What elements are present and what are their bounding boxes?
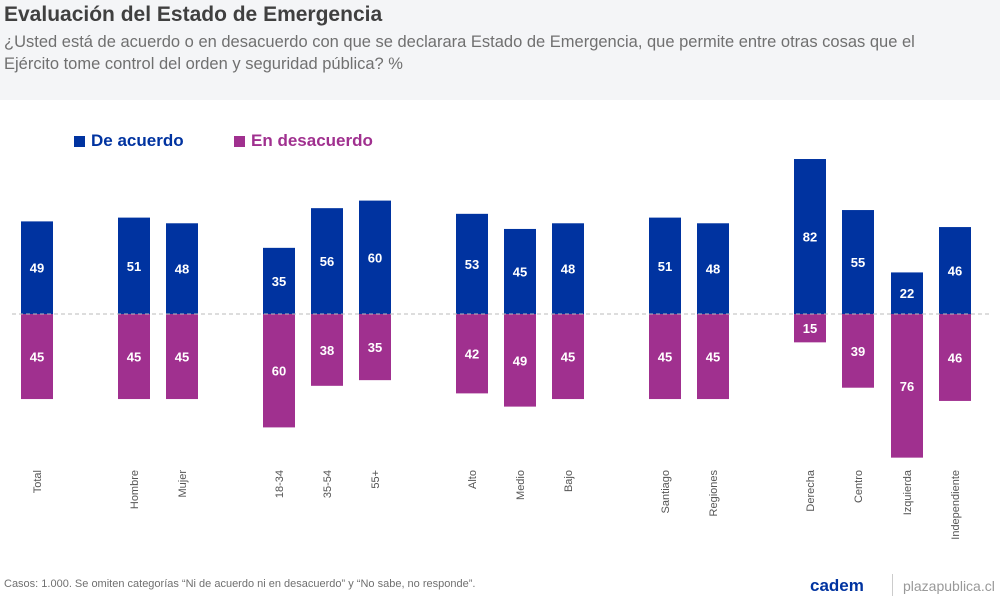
category-label: 18-34 [274, 470, 286, 498]
bar-de-acuerdo [891, 272, 923, 314]
category-label: Centro [853, 470, 865, 503]
bar-de-acuerdo [552, 223, 584, 314]
legend-item-en-desacuerdo: En desacuerdo [234, 131, 373, 151]
data-label: 35 [272, 274, 286, 289]
divider [892, 574, 893, 596]
bar-en-desacuerdo [649, 314, 681, 400]
data-label: 55 [851, 255, 865, 270]
category-label: Santiago [660, 470, 672, 513]
data-label: 46 [948, 264, 962, 279]
data-label: 48 [561, 262, 575, 277]
bar-en-desacuerdo [311, 314, 343, 386]
category-label: 55+ [370, 470, 382, 489]
data-label: 45 [30, 350, 44, 365]
data-label: 42 [465, 347, 479, 362]
legend-label: En desacuerdo [251, 131, 373, 150]
legend-swatch [234, 135, 245, 147]
data-label: 56 [320, 254, 334, 269]
bar-en-desacuerdo [456, 314, 488, 394]
bar-de-acuerdo [842, 210, 874, 314]
legend-item-de-acuerdo: De acuerdo [74, 131, 184, 151]
bar-en-desacuerdo [263, 314, 295, 428]
data-label: 48 [706, 262, 720, 277]
bar-en-desacuerdo [118, 314, 150, 400]
cadem-logo: cadem [810, 576, 864, 595]
data-label: 51 [658, 259, 672, 274]
data-label: 49 [513, 353, 527, 368]
bar-de-acuerdo [456, 213, 488, 314]
data-label: 60 [272, 364, 286, 379]
category-label: 35-54 [322, 470, 334, 498]
data-label: 45 [561, 350, 575, 365]
data-label: 45 [658, 350, 672, 365]
bar-en-desacuerdo [939, 314, 971, 401]
category-label: Independiente [950, 470, 962, 540]
category-label: Hombre [129, 470, 141, 509]
page-title: Evaluación del Estado de Emergencia [4, 3, 383, 26]
bar-de-acuerdo [21, 221, 53, 314]
category-label: Bajo [563, 470, 575, 492]
data-label: 48 [175, 262, 189, 277]
bar-de-acuerdo [118, 217, 150, 314]
data-label: 15 [803, 321, 817, 336]
site-link: plazapublica.cl [903, 578, 995, 594]
category-label: Mujer [177, 470, 189, 498]
footnote: Casos: 1.000. Se omiten categorías “Ni d… [4, 578, 476, 590]
category-label: Derecha [805, 469, 817, 511]
bar-de-acuerdo [263, 247, 295, 314]
data-label: 60 [368, 250, 382, 265]
data-label: 45 [513, 264, 527, 279]
bar-de-acuerdo [504, 228, 536, 314]
data-label: 39 [851, 344, 865, 359]
data-label: 46 [948, 350, 962, 365]
category-label: Total [32, 470, 44, 493]
category-label: Medio [515, 470, 527, 500]
bar-en-desacuerdo [842, 314, 874, 388]
category-label: Izquierda [902, 469, 914, 515]
subtitle: ¿Usted está de acuerdo o en desacuerdo c… [4, 33, 915, 73]
legend-label: De acuerdo [91, 131, 184, 150]
category-label: Regiones [708, 470, 720, 517]
bar-en-desacuerdo [697, 314, 729, 400]
bar-de-acuerdo [697, 223, 729, 314]
bar-en-desacuerdo [166, 314, 198, 400]
bar-en-desacuerdo [891, 314, 923, 458]
bar-en-desacuerdo [504, 314, 536, 407]
bar-en-desacuerdo [21, 314, 53, 400]
bar-en-desacuerdo [359, 314, 391, 381]
data-label: 22 [900, 286, 914, 301]
data-label: 35 [368, 340, 382, 355]
data-label: 53 [465, 257, 479, 272]
bar-de-acuerdo [939, 227, 971, 314]
bar-en-desacuerdo [794, 314, 826, 343]
data-label: 76 [900, 379, 914, 394]
bar-de-acuerdo [794, 159, 826, 314]
data-label: 82 [803, 230, 817, 245]
bar-de-acuerdo [311, 208, 343, 314]
data-label: 38 [320, 343, 334, 358]
data-label: 45 [175, 350, 189, 365]
bar-en-desacuerdo [552, 314, 584, 400]
chart: 49 45 Total 51 45 Hombre 48 45 Mujer 35 60 18-34 56 3… [12, 159, 990, 540]
data-label: 45 [127, 350, 141, 365]
data-label: 51 [127, 259, 141, 274]
data-label: 49 [30, 261, 44, 276]
category-label: Alto [467, 470, 479, 489]
header: Evaluación del Estado de Emergencia ¿Ust… [0, 0, 1000, 100]
legend-swatch [74, 135, 85, 147]
bar-de-acuerdo [649, 217, 681, 314]
bar-de-acuerdo [359, 200, 391, 314]
bar-de-acuerdo [166, 223, 198, 314]
data-label: 45 [706, 350, 720, 365]
